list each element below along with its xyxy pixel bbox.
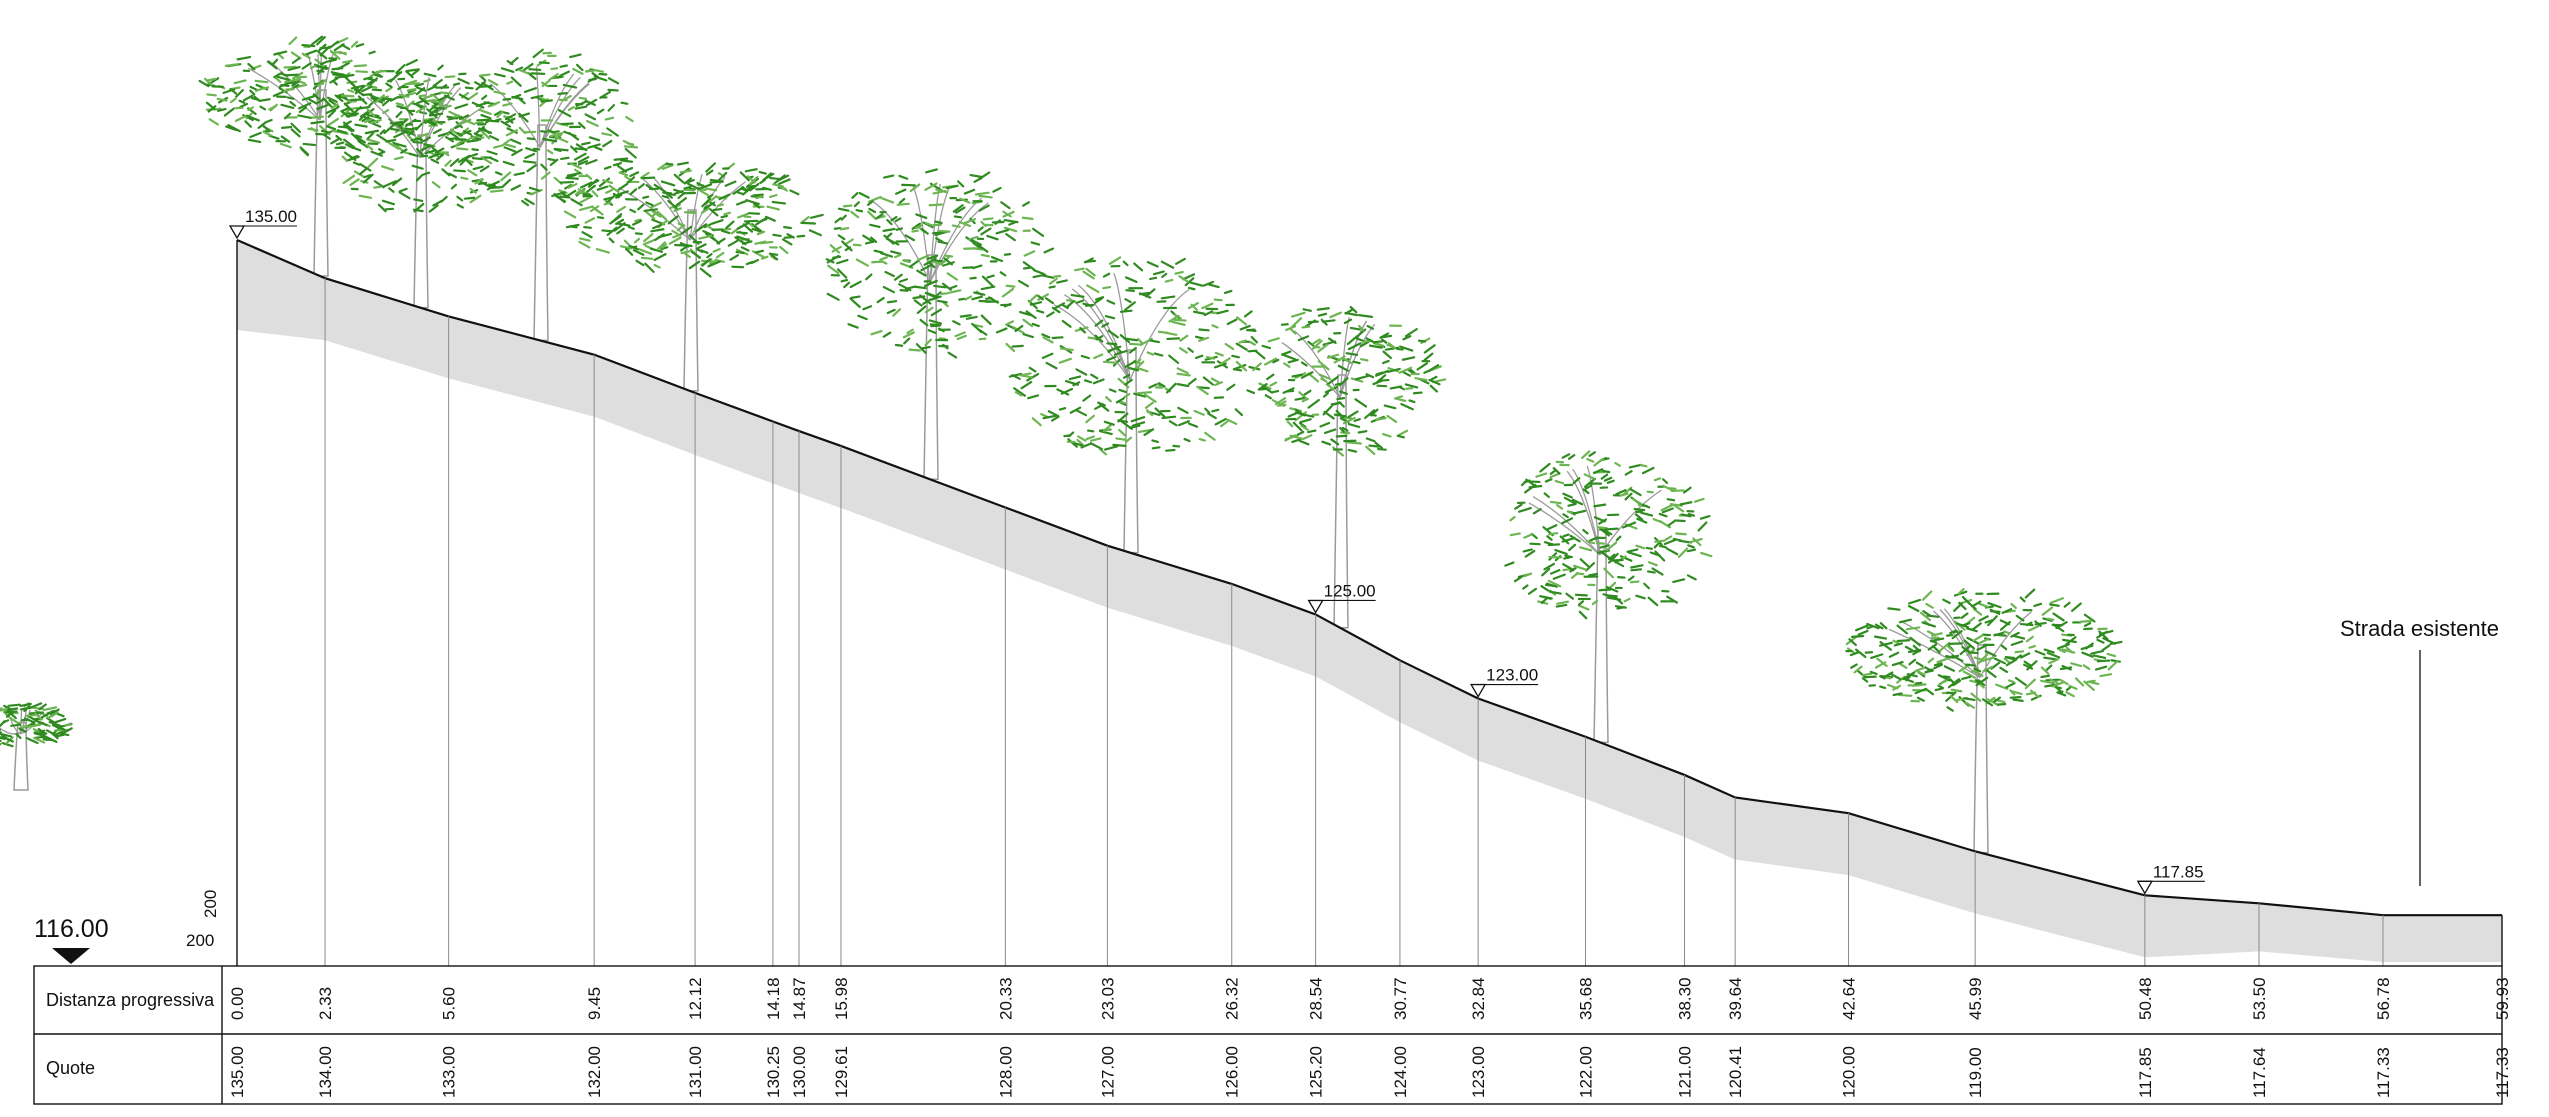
distance-value: 26.32 [1223, 977, 1242, 1020]
ground-layer [237, 240, 2502, 966]
distance-value: 45.99 [1966, 977, 1985, 1020]
triangle-down-icon [52, 948, 90, 964]
road-label: Strada esistente [2340, 616, 2499, 641]
distance-value: 35.68 [1576, 977, 1595, 1020]
row-label-elevation: Quote [46, 1058, 95, 1078]
tree-icon [0, 703, 72, 790]
tree-icon [565, 163, 823, 391]
elevation-value: 132.00 [585, 1046, 604, 1098]
level-triangle-icon [1471, 685, 1485, 697]
data-table: Distanza progressiva Quote 0.00 135.00 2.3… [34, 966, 2512, 1104]
distance-value: 32.84 [1469, 977, 1488, 1020]
elevation-value: 134.00 [316, 1046, 335, 1098]
elevation-value: 121.00 [1676, 1046, 1695, 1098]
elevation-value: 131.00 [686, 1046, 705, 1098]
distance-value: 56.78 [2374, 977, 2393, 1020]
distance-value: 59.93 [2493, 977, 2512, 1020]
distance-value: 20.33 [996, 977, 1015, 1020]
elevation-value: 122.00 [1576, 1046, 1595, 1098]
level-triangle-icon [230, 226, 244, 238]
elevation-value: 123.00 [1469, 1046, 1488, 1098]
tree-icon [446, 50, 637, 341]
elevation-value: 128.00 [996, 1046, 1015, 1098]
distance-value: 28.54 [1307, 977, 1326, 1020]
level-triangle-icon [1309, 600, 1323, 612]
level-marker-value: 135.00 [245, 207, 297, 226]
distance-value: 50.48 [2136, 977, 2155, 1020]
level-marker-value: 123.00 [1486, 666, 1538, 685]
distance-value: 23.03 [1098, 977, 1117, 1020]
scale-vertical: 200 [201, 890, 220, 918]
distance-value: 0.00 [228, 987, 247, 1020]
distance-value: 30.77 [1391, 977, 1410, 1020]
elevation-value: 117.33 [2374, 1047, 2393, 1098]
elevation-value: 126.00 [1223, 1046, 1242, 1098]
elevation-value: 127.00 [1098, 1046, 1117, 1098]
elevation-value: 117.64 [2250, 1047, 2269, 1098]
elevation-value: 130.25 [764, 1046, 783, 1098]
row-label-distance: Distanza progressiva [46, 990, 215, 1010]
distance-value: 14.18 [764, 977, 783, 1020]
elevation-value: 135.00 [228, 1046, 247, 1098]
elevation-value: 119.00 [1966, 1047, 1985, 1098]
table-cells: 0.00 135.00 2.33 134.00 5.60 133.00 9.45 132.00… [228, 977, 2512, 1098]
tree-icon [1006, 257, 1260, 552]
elevation-value: 125.20 [1307, 1046, 1326, 1098]
tree-icon [1256, 307, 1445, 628]
tree-icon [827, 169, 1054, 479]
tree-icon [1505, 451, 1711, 742]
elevation-value: 133.00 [440, 1046, 459, 1098]
distance-value: 9.45 [585, 987, 604, 1020]
distance-value: 53.50 [2250, 977, 2269, 1020]
elevation-value: 130.00 [790, 1046, 809, 1098]
elevation-value: 120.00 [1840, 1046, 1859, 1098]
distance-value: 39.64 [1726, 977, 1745, 1020]
elevation-value: 120.41 [1726, 1046, 1745, 1098]
elevation-value: 129.61 [832, 1046, 851, 1098]
level-marker-value: 125.00 [1324, 581, 1376, 600]
elevation-value: 117.33 [2493, 1047, 2512, 1098]
distance-value: 38.30 [1676, 977, 1695, 1020]
distance-value: 14.87 [790, 977, 809, 1020]
vegetation-layer [0, 37, 2121, 853]
level-triangle-icon [2138, 881, 2152, 893]
distance-value: 5.60 [440, 987, 459, 1020]
table-border [34, 966, 2502, 1104]
scale-horizontal: 200 [186, 931, 214, 950]
elevation-value: 124.00 [1391, 1046, 1410, 1098]
distance-value: 42.64 [1840, 977, 1859, 1020]
elevation-value: 117.85 [2136, 1047, 2155, 1098]
distance-value: 2.33 [316, 987, 335, 1020]
datum-value: 116.00 [34, 915, 109, 943]
tree-icon [1846, 589, 2121, 853]
distance-value: 12.12 [686, 977, 705, 1020]
level-marker-value: 117.85 [2153, 862, 2204, 881]
distance-value: 15.98 [832, 977, 851, 1020]
